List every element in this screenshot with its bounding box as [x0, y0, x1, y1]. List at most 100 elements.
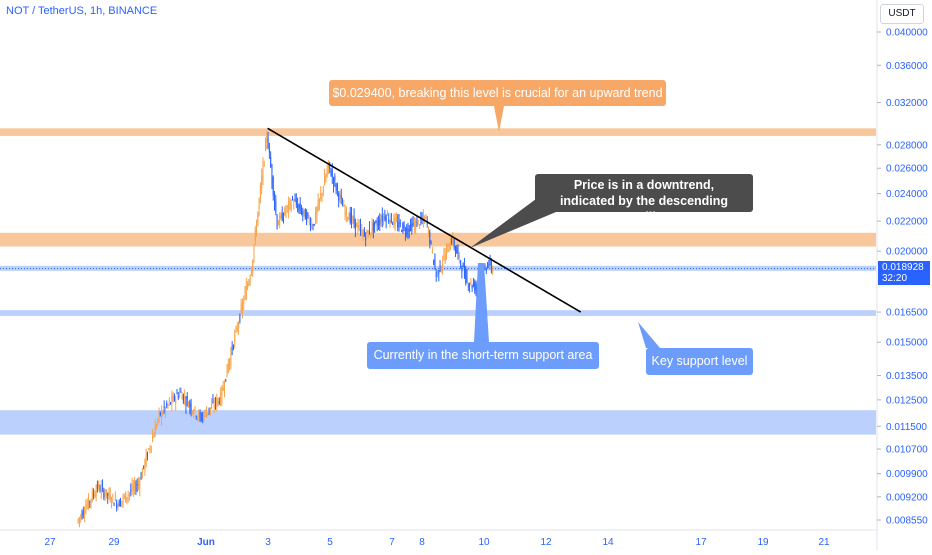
- candle-body: [454, 245, 456, 252]
- candle: [388, 213, 390, 224]
- candle: [253, 244, 255, 264]
- candle-body: [285, 211, 287, 212]
- short-term-support-callout: Currently in the short-term support area: [367, 342, 599, 369]
- candle: [177, 391, 179, 401]
- candle: [398, 213, 400, 232]
- candle: [77, 518, 79, 524]
- candle-body: [144, 460, 146, 470]
- candle-body: [123, 495, 125, 497]
- trendline-layer: [267, 127, 582, 313]
- candle-body: [280, 213, 282, 219]
- candle: [326, 165, 328, 178]
- candle: [453, 237, 455, 251]
- candle-body: [487, 264, 489, 267]
- price-tick-label: 0.015000: [886, 338, 928, 349]
- candle-body: [471, 285, 473, 289]
- candle-body: [286, 206, 288, 207]
- candle: [146, 451, 148, 461]
- time-tick-label: 8: [419, 537, 425, 548]
- candle-body: [274, 194, 276, 204]
- candle-body: [367, 230, 369, 238]
- candle: [220, 387, 222, 407]
- candle-body: [195, 416, 197, 418]
- candle: [345, 206, 347, 223]
- candle: [354, 218, 356, 238]
- candle-body: [161, 410, 163, 419]
- downtrend-callout-line2: indicated by the descending trendline: [559, 194, 729, 224]
- candle-body: [177, 395, 179, 398]
- candle: [339, 190, 341, 203]
- candle-body: [381, 214, 383, 222]
- candle-body: [356, 223, 358, 228]
- candle: [234, 329, 236, 349]
- candle: [145, 448, 147, 468]
- candle: [320, 186, 322, 202]
- candle: [189, 399, 191, 415]
- candle-body: [245, 285, 247, 300]
- candle-body: [135, 487, 137, 491]
- candle: [266, 130, 268, 150]
- candle: [243, 295, 245, 311]
- candle: [180, 387, 182, 393]
- candle-body: [283, 216, 284, 219]
- candle-body: [96, 483, 98, 489]
- candle: [239, 313, 241, 324]
- candle: [212, 394, 214, 404]
- candle-body: [442, 262, 444, 267]
- candle: [463, 257, 465, 279]
- candle: [279, 212, 281, 229]
- candle-body: [250, 271, 252, 275]
- candle-body: [327, 160, 329, 170]
- candle: [356, 222, 358, 228]
- candle-body: [208, 407, 210, 412]
- candle-body: [121, 500, 123, 502]
- candle: [467, 282, 469, 291]
- candle-body: [116, 501, 118, 508]
- candle-body: [80, 516, 82, 518]
- candle-body: [105, 489, 107, 496]
- candle: [397, 214, 399, 232]
- candle-body: [321, 193, 323, 196]
- candle: [82, 506, 84, 519]
- candle: [188, 400, 190, 408]
- last-price-value: 0.018928: [882, 262, 924, 273]
- candle-body: [291, 198, 293, 200]
- candle: [162, 410, 164, 417]
- candle: [333, 176, 335, 193]
- candle: [104, 488, 106, 502]
- candle: [358, 219, 360, 232]
- candle-body: [238, 323, 240, 328]
- candle: [204, 409, 206, 417]
- candle: [118, 499, 120, 507]
- candle: [461, 265, 463, 279]
- candle: [170, 402, 172, 405]
- candle: [451, 237, 453, 245]
- candle: [410, 218, 412, 232]
- candle-body: [265, 139, 267, 151]
- candle-body: [411, 223, 413, 232]
- candle-body: [370, 232, 372, 234]
- candle-body: [217, 398, 219, 403]
- candle-body: [354, 218, 356, 230]
- candle-body: [95, 489, 97, 497]
- currency-unit-selector[interactable]: USDT: [880, 4, 924, 24]
- candle: [191, 410, 193, 415]
- candle: [372, 219, 374, 239]
- candle-body: [430, 241, 432, 243]
- candle-body: [437, 271, 438, 275]
- candle: [370, 232, 372, 239]
- time-tick-label: 5: [327, 537, 333, 548]
- candle-body: [231, 348, 233, 350]
- candle: [275, 194, 277, 216]
- candle-body: [312, 226, 314, 229]
- downtrend-callout: Price is in a downtrend, indicated by th…: [535, 174, 753, 224]
- candle: [117, 503, 119, 510]
- candle: [176, 388, 178, 395]
- time-tick-label: 27: [44, 537, 56, 548]
- candle-body: [212, 401, 214, 403]
- candle-body: [398, 219, 400, 228]
- candle: [322, 185, 324, 197]
- candle-body: [150, 446, 152, 448]
- candle: [227, 358, 229, 374]
